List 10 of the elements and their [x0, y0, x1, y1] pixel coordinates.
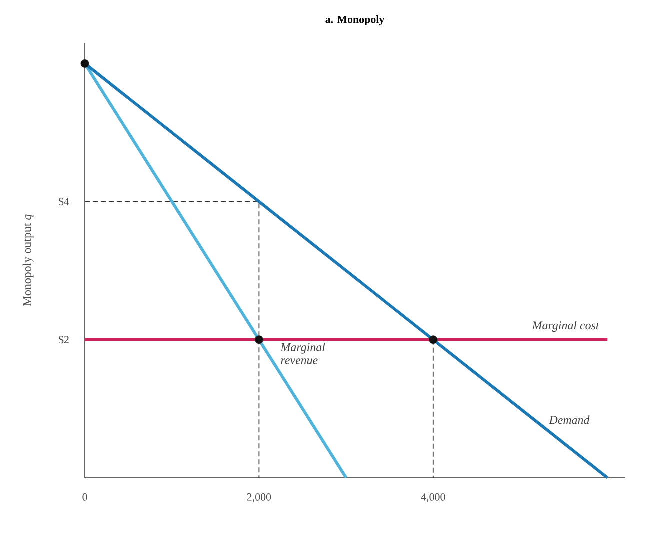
- y-tick-label: $2: [59, 336, 69, 344]
- x-tick-label: 2,000: [247, 494, 272, 502]
- x-tick-label: 0: [82, 494, 88, 501]
- x-tick-label: 4,000: [421, 494, 446, 502]
- chart-title: a. Monopoly: [326, 16, 385, 26]
- series-label: Marginal revenue: [280, 343, 326, 364]
- y-axis-title: Monopoly output q: [22, 214, 34, 306]
- series-label: Demand: [549, 416, 590, 424]
- y-tick-label: $4: [59, 197, 70, 206]
- series-label: Marginal cost: [532, 321, 600, 332]
